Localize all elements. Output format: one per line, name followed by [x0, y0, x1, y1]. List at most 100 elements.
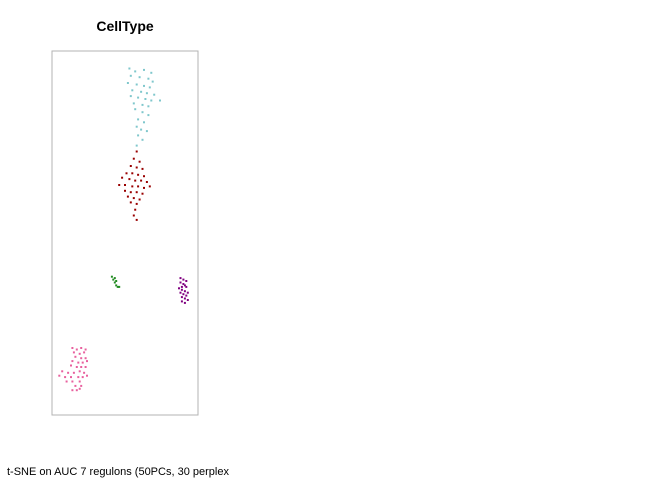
- scatter-point-series-1-18: [137, 185, 140, 188]
- scatter-point-series-1-3: [129, 165, 132, 167]
- scatter-point-series-2-3: [115, 280, 118, 282]
- scatter-point-series-1-15: [118, 184, 121, 186]
- scatter-point-series-4-15: [75, 366, 78, 368]
- scatter-point-series-4-27: [81, 376, 84, 379]
- scatter-point-series-4-28: [86, 374, 88, 377]
- scatter-point-series-4-10: [71, 360, 74, 363]
- scatter-point-series-4-14: [70, 364, 72, 367]
- scatter-point-series-3-6: [180, 285, 183, 288]
- scatter-point-series-4-34: [71, 389, 74, 392]
- scatter-point-series-1-7: [131, 172, 134, 175]
- scatter-point-series-3-16: [183, 297, 186, 300]
- scatter-point-series-4-33: [80, 384, 83, 387]
- scatter-point-series-4-18: [61, 370, 64, 373]
- scatter-point-series-0-2: [143, 68, 145, 71]
- scatter-point-series-4-19: [67, 371, 70, 374]
- scatter-point-series-0-28: [143, 121, 145, 124]
- scatter-point-series-4-3: [84, 348, 87, 351]
- scatter-point-series-0-20: [132, 102, 135, 105]
- scatter-point-series-1-14: [145, 181, 148, 183]
- scatter-point-series-0-33: [141, 138, 144, 141]
- scatter-point-series-0-6: [147, 77, 150, 80]
- scatter-point-series-1-19: [143, 186, 145, 189]
- plot-caption: t-SNE on AUC 7 regulons (50PCs, 30 perpl…: [7, 466, 229, 478]
- scatter-point-series-4-6: [83, 351, 86, 354]
- scatter-point-series-1-16: [124, 184, 126, 186]
- scatter-point-series-4-35: [75, 389, 78, 392]
- scatter-point-series-4-5: [78, 352, 81, 355]
- scatter-point-series-3-9: [180, 288, 183, 291]
- scatter-point-series-3-19: [183, 301, 186, 304]
- scatter-point-series-0-27: [137, 118, 140, 121]
- scatter-point-series-0-22: [147, 105, 150, 108]
- scatter-point-series-3-2: [185, 280, 188, 282]
- scatter-point-series-2-0: [110, 275, 113, 278]
- scatter-point-series-3-15: [180, 296, 183, 299]
- scatter-point-series-4-7: [74, 355, 77, 358]
- scatter-point-series-0-26: [147, 114, 150, 117]
- scatter-point-series-1-24: [141, 192, 144, 195]
- scatter-point-series-4-1: [75, 348, 78, 351]
- scatter-point-series-2-5: [115, 284, 118, 287]
- scatter-point-series-0-10: [143, 84, 145, 87]
- scatter-point-series-0-32: [137, 134, 140, 137]
- scatter-point-series-1-25: [126, 195, 129, 198]
- scatter-point-series-0-34: [135, 144, 138, 147]
- scatter-point-series-0-5: [138, 76, 141, 79]
- scatter-point-series-4-30: [71, 380, 74, 383]
- scatter-point-series-1-32: [135, 218, 138, 221]
- scatter-point-series-1-28: [129, 201, 132, 204]
- scatter-point-series-3-3: [179, 281, 182, 284]
- scatter-point-series-2-6: [116, 285, 119, 288]
- scatter-point-series-4-9: [84, 357, 87, 360]
- scatter-point-series-3-7: [185, 285, 188, 288]
- scatter-point-series-4-23: [58, 374, 61, 377]
- scatter-point-series-3-0: [179, 277, 182, 280]
- scatter-point-series-1-6: [125, 172, 128, 175]
- scatter-point-series-0-25: [141, 111, 144, 114]
- scatter-point-series-4-12: [81, 361, 84, 364]
- scatter-point-series-4-8: [80, 357, 83, 360]
- scatter-point-series-4-20: [72, 371, 75, 374]
- scatter-point-series-1-29: [135, 202, 138, 205]
- scatter-point-series-3-8: [178, 287, 180, 290]
- scatter-point-series-4-32: [74, 384, 77, 387]
- chart-title: CellType: [96, 18, 154, 34]
- scatter-point-series-0-0: [128, 67, 131, 70]
- scatter-point-series-2-7: [118, 285, 121, 288]
- scatter-point-series-0-14: [145, 92, 148, 95]
- scatter-point-series-4-2: [80, 347, 83, 349]
- scatter-point-series-4-16: [80, 366, 83, 368]
- scatter-point-series-0-1: [134, 70, 137, 73]
- scatter-point-series-4-36: [78, 387, 81, 390]
- scatter-point-series-4-17: [84, 366, 87, 368]
- scatter-point-series-1-0: [135, 150, 138, 153]
- scatter-point-series-0-19: [150, 99, 153, 102]
- scatter-point-series-1-21: [124, 189, 126, 192]
- scatter-point-series-1-8: [137, 173, 140, 176]
- scatter-point-series-3-17: [186, 299, 189, 301]
- scatter-point-series-4-21: [78, 370, 81, 373]
- scatter-point-series-1-1: [132, 157, 135, 160]
- scatter-point-series-1-13: [140, 179, 143, 182]
- scatter-point-series-1-26: [132, 197, 135, 200]
- scatter-point-series-4-31: [78, 380, 81, 383]
- scatter-point-series-3-13: [182, 293, 185, 296]
- scatter-point-series-1-10: [121, 176, 124, 179]
- scatter-point-series-3-10: [183, 290, 186, 293]
- scatter-point-series-0-4: [129, 74, 132, 77]
- scatter-point-series-0-12: [131, 89, 134, 92]
- scatter-point-series-3-14: [185, 294, 188, 297]
- scatter-point-series-2-2: [112, 278, 115, 281]
- scatter-point-series-4-11: [77, 361, 80, 364]
- scatter-point-series-1-20: [148, 185, 151, 188]
- scatter-point-series-0-29: [135, 125, 138, 128]
- scatter-point-series-3-4: [182, 283, 185, 285]
- scatter-point-series-4-22: [83, 371, 86, 374]
- scatter-point-series-0-15: [153, 93, 156, 96]
- scatter-point-series-3-18: [180, 300, 183, 303]
- scatter-point-series-0-13: [140, 90, 143, 93]
- scatter-point-series-1-17: [131, 185, 134, 188]
- scatter-point-series-0-30: [140, 128, 143, 131]
